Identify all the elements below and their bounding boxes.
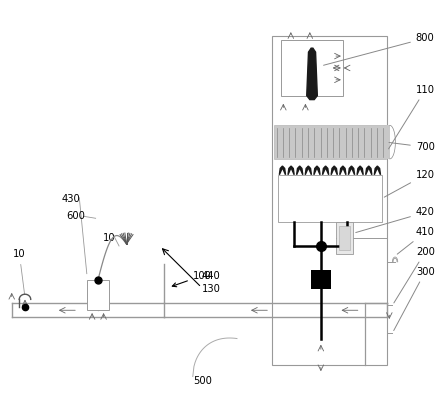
Bar	[278, 175, 382, 222]
Polygon shape	[280, 166, 286, 175]
Text: 200: 200	[394, 247, 435, 303]
Bar	[274, 125, 386, 159]
Text: 700: 700	[389, 142, 435, 152]
Text: 110: 110	[389, 85, 435, 149]
Text: 420: 420	[356, 207, 435, 233]
Polygon shape	[305, 166, 311, 175]
Polygon shape	[365, 166, 372, 175]
Bar	[339, 226, 350, 250]
Text: 300: 300	[394, 267, 435, 331]
Text: 500: 500	[193, 376, 212, 386]
Polygon shape	[357, 166, 363, 175]
Bar	[281, 40, 343, 96]
Text: 130: 130	[202, 285, 221, 295]
Polygon shape	[331, 166, 337, 175]
Polygon shape	[374, 166, 381, 175]
Bar	[311, 270, 330, 289]
Text: 430: 430	[62, 193, 80, 204]
Text: 10: 10	[13, 249, 26, 295]
Polygon shape	[297, 166, 303, 175]
Text: 600: 600	[66, 211, 85, 221]
Polygon shape	[323, 166, 329, 175]
Bar	[272, 36, 387, 365]
Bar	[87, 280, 109, 310]
Text: 100: 100	[172, 271, 212, 287]
Polygon shape	[314, 166, 320, 175]
Text: 440: 440	[202, 271, 220, 281]
Polygon shape	[348, 166, 354, 175]
Polygon shape	[340, 166, 346, 175]
Polygon shape	[288, 166, 294, 175]
Bar	[386, 125, 390, 159]
Polygon shape	[307, 48, 317, 100]
Text: 10: 10	[103, 233, 116, 243]
Bar	[336, 222, 353, 254]
Text: 410: 410	[397, 227, 435, 254]
Text: 800: 800	[323, 33, 435, 65]
Text: 120: 120	[384, 170, 435, 197]
